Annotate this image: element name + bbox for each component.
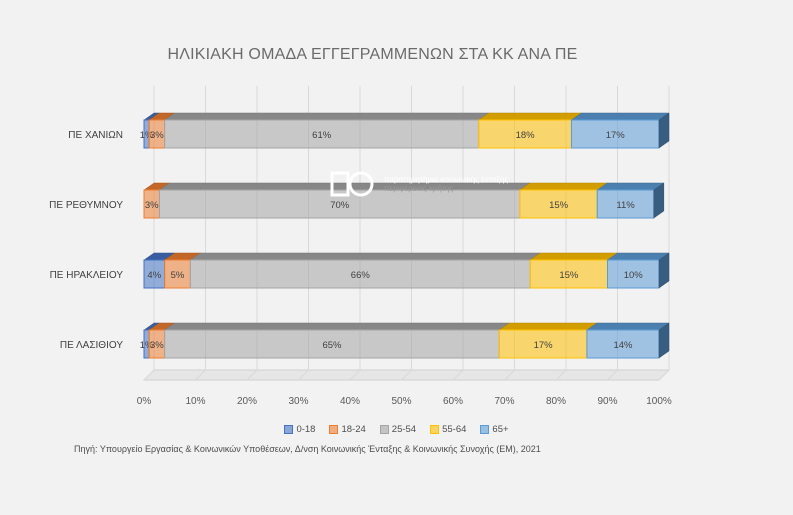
bar-side — [658, 252, 670, 289]
data-label: 65% — [322, 340, 342, 351]
chart-legend: 0-18 18-24 25-54 55-64 65+ — [0, 424, 793, 435]
x-tick-label: 20% — [237, 396, 257, 407]
bar-segment-top — [596, 182, 665, 191]
legend-label: 18-24 — [341, 424, 366, 435]
bar-segment-top — [163, 322, 511, 331]
legend-label: 55-64 — [442, 424, 467, 435]
data-label: 17% — [606, 130, 626, 141]
bar-segment-top — [189, 252, 542, 261]
x-tick-label: 100% — [646, 396, 672, 407]
data-label: 15% — [549, 200, 569, 211]
x-tick-label: 60% — [443, 396, 463, 407]
x-tick-label: 70% — [494, 396, 514, 407]
gridline-floor — [298, 369, 309, 381]
data-label: 14% — [613, 340, 633, 351]
legend-item: 25-54 — [379, 424, 417, 435]
legend-item: 18-24 — [329, 424, 366, 435]
bar-segment — [478, 119, 572, 149]
x-tick-label: 40% — [340, 396, 360, 407]
bar-segment — [164, 329, 500, 359]
data-label: 1% — [140, 340, 154, 351]
bar-segment-top — [570, 112, 670, 121]
x-tick-label: 80% — [546, 396, 566, 407]
category-label: ΠΕ ΗΡΑΚΛΕΙΟΥ — [50, 270, 124, 281]
category-label: ΠΕ ΡΕΘΥΜΝΟΥ — [49, 200, 123, 211]
gridline-floor — [504, 369, 515, 381]
observatory-logo: παρατηρητήριο κοινωνικής ένταξης περιφέρ… — [330, 170, 508, 198]
bar-segment-top — [498, 322, 598, 331]
data-label: 15% — [559, 270, 579, 281]
x-tick-label: 90% — [597, 396, 617, 407]
bar-segment-top — [529, 252, 619, 261]
bar-segment — [519, 189, 598, 219]
legend-swatch — [480, 425, 490, 434]
gridline-floor — [143, 369, 155, 381]
category-label: ΠΕ ΛΑΣΙΘΙΟΥ — [60, 340, 123, 351]
gridline-floor — [452, 369, 464, 381]
data-label: 4% — [147, 270, 161, 281]
chart-title: ΗΛΙΚΙΑΚΗ ΟΜΑΔΑ ΕΓΓΕΓΡΑΜΜΕΝΩΝ ΣΤΑ ΚΚ ΑΝΑ … — [167, 46, 578, 63]
legend-item: 55-64 — [430, 424, 466, 435]
data-label: 10% — [624, 270, 644, 281]
legend-item: 65+ — [480, 424, 509, 435]
gridline-floor — [658, 369, 670, 381]
gridline-floor — [607, 369, 618, 381]
data-label: 18% — [516, 130, 536, 141]
data-label: 3% — [145, 200, 159, 211]
gridline-floor — [555, 369, 567, 381]
data-label: 3% — [150, 340, 164, 351]
gridline-floor — [246, 369, 258, 381]
bar-segment — [164, 259, 191, 289]
source-note: Πηγή: Υπουργείο Εργασίας & Κοινωνικών Υπ… — [74, 444, 541, 454]
logo-line1: παρατηρητήριο κοινωνικής ένταξης — [384, 175, 509, 184]
logo-mark-icon — [330, 171, 374, 197]
gridline-floor — [401, 369, 412, 381]
x-tick-label: 50% — [391, 396, 411, 407]
gridline-floor — [349, 369, 361, 381]
legend-label: 65+ — [492, 424, 509, 435]
bar-segment-top — [606, 252, 670, 261]
bar-segment — [189, 259, 531, 289]
legend-label: 25-54 — [391, 424, 417, 435]
gridline-floor — [195, 369, 206, 381]
bar-side — [658, 322, 670, 359]
legend-swatch — [430, 425, 440, 434]
data-label: 3% — [150, 130, 164, 141]
data-label: 17% — [534, 340, 554, 351]
bar-segment — [607, 259, 660, 289]
legend-item: 0-18 — [284, 424, 315, 435]
data-label: 61% — [312, 130, 332, 141]
data-label: 66% — [351, 270, 371, 281]
bar-segment — [596, 189, 655, 219]
logo-text: παρατηρητήριο κοινωνικής ένταξης περιφέρ… — [384, 175, 508, 193]
bar-side — [658, 112, 670, 149]
bar-side — [653, 182, 665, 219]
category-label: ΠΕ ΧΑΝΙΩΝ — [68, 130, 123, 141]
logo-line2: περιφέρειας κρήτης — [384, 184, 454, 193]
data-label: 1% — [140, 130, 154, 141]
x-tick-label: 0% — [137, 396, 152, 407]
bar-segment-top — [519, 182, 608, 191]
legend-swatch — [284, 425, 294, 434]
legend-swatch — [379, 425, 389, 434]
data-label: 70% — [330, 200, 350, 211]
legend-swatch — [329, 425, 339, 434]
bar-segment-top — [163, 112, 490, 121]
data-label: 5% — [171, 270, 185, 281]
bar-segment-top — [586, 322, 670, 331]
bar-segment-top — [477, 112, 583, 121]
data-label: 11% — [616, 200, 635, 211]
bar-segment — [586, 329, 660, 359]
x-tick-label: 10% — [185, 396, 205, 407]
x-tick-label: 30% — [288, 396, 308, 407]
legend-label: 0-18 — [296, 424, 316, 435]
